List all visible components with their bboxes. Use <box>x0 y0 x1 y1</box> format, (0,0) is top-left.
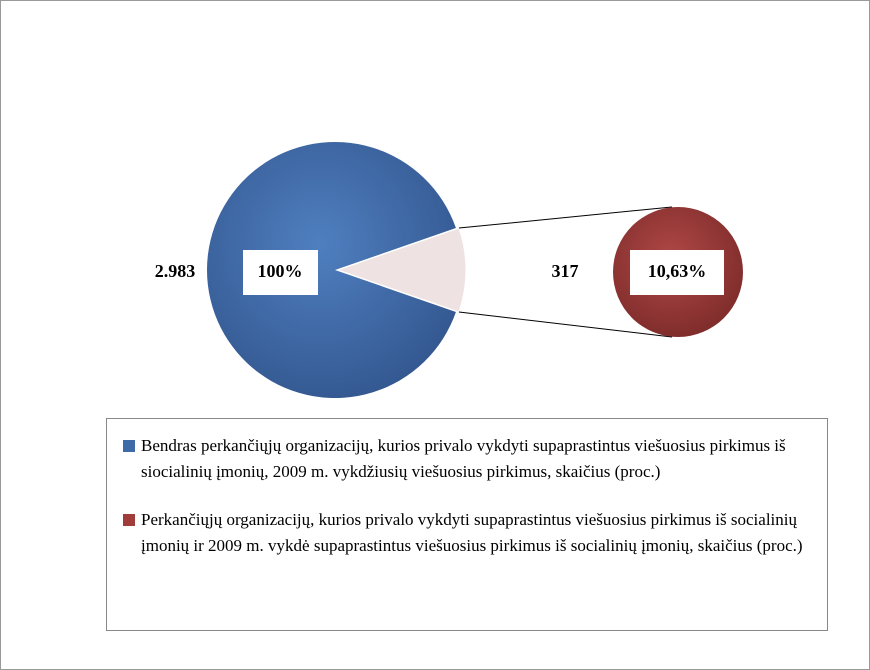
connector <box>458 206 673 229</box>
legend: Bendras perkančiųjų organizacijų, kurios… <box>106 418 828 631</box>
value-label: 2.983 <box>155 261 196 281</box>
percent-label: 10,63% <box>648 261 707 281</box>
legend-label: Perkančiųjų organizacijų, kurios privalo… <box>141 510 803 555</box>
percent-label: 100% <box>258 261 303 281</box>
pie-wedge <box>336 227 467 313</box>
legend-entry: Perkančiųjų organizacijų, kurios privalo… <box>123 507 811 559</box>
legend-swatch <box>123 440 135 452</box>
label-box <box>243 250 318 295</box>
value-label: 317 <box>552 261 579 281</box>
label-box <box>630 250 724 295</box>
legend-entry: Bendras perkančiųjų organizacijų, kurios… <box>123 433 811 485</box>
connector <box>458 311 673 338</box>
pie-slice <box>207 141 456 398</box>
legend-swatch <box>123 514 135 526</box>
legend-label: Bendras perkančiųjų organizacijų, kurios… <box>141 436 786 481</box>
